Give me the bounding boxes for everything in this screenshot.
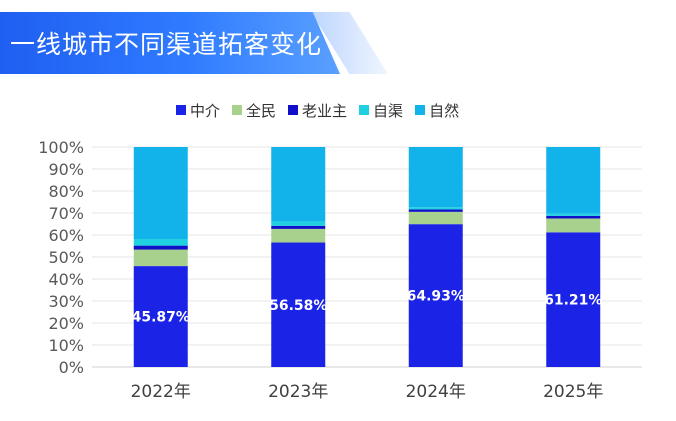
data-label: 45.87%	[132, 310, 190, 326]
y-tick-label: 80%	[48, 182, 84, 201]
chart-title: 一线城市不同渠道拓客变化	[10, 30, 323, 59]
legend-label: 中介	[190, 101, 221, 120]
legend-item-1: 全民	[232, 100, 276, 121]
bar-segment	[408, 211, 463, 225]
bar-segment	[271, 221, 326, 226]
bar-segment	[133, 266, 188, 367]
legend-item-0: 中介	[176, 100, 220, 121]
y-tick-label: 30%	[48, 292, 84, 311]
x-tick-label: 2025年	[543, 382, 603, 402]
bar-segment	[546, 147, 601, 214]
x-tick-label: 2023年	[268, 382, 328, 402]
bar-segment	[546, 213, 601, 216]
y-tick-label: 20%	[48, 314, 84, 333]
legend-swatch	[288, 105, 299, 115]
data-label: 61.21%	[544, 293, 602, 309]
bar-segment	[133, 239, 188, 246]
legend-label: 全民	[246, 101, 277, 120]
bar-segment	[546, 218, 601, 233]
y-tick-label: 60%	[48, 226, 84, 245]
legend-label: 自然	[429, 101, 460, 120]
legend-swatch	[359, 105, 370, 115]
bar-segment	[546, 215, 601, 219]
data-label: 64.93%	[407, 289, 465, 305]
bar-segment	[271, 242, 326, 367]
bar-segment	[408, 147, 463, 208]
bar-segment	[133, 249, 188, 267]
y-tick-label: 40%	[48, 270, 84, 289]
bar-segment	[408, 209, 463, 212]
y-tick-label: 0%	[59, 358, 84, 377]
title-banner	[0, 12, 340, 74]
bar-segment	[408, 207, 463, 210]
bar-segment	[408, 224, 463, 367]
legend-swatch	[232, 105, 243, 115]
legend-item-3: 自渠	[359, 100, 403, 121]
bar-segment	[546, 232, 601, 367]
legend-label: 自渠	[373, 101, 404, 120]
bar-segment	[133, 245, 188, 250]
y-tick-label: 50%	[48, 248, 84, 267]
bar-segment	[133, 147, 188, 240]
legend-swatch	[415, 105, 426, 115]
legend-item-2: 老业主	[288, 100, 347, 121]
legend-swatch	[176, 105, 186, 115]
legend-label: 老业主	[302, 101, 348, 120]
y-tick-label: 90%	[48, 160, 84, 179]
x-tick-label: 2022年	[131, 382, 191, 402]
data-label: 56.58%	[269, 298, 327, 314]
bar-segment	[271, 147, 326, 222]
bar-segment	[271, 225, 326, 229]
x-tick-label: 2024年	[406, 382, 466, 402]
y-tick-label: 100%	[38, 138, 84, 157]
y-tick-label: 10%	[48, 336, 84, 355]
y-tick-label: 70%	[48, 204, 84, 223]
bar-segment	[271, 228, 326, 243]
chart-legend: 中介 全民 老业主 自渠 自然	[176, 100, 459, 120]
legend-item-4: 自然	[415, 100, 459, 121]
